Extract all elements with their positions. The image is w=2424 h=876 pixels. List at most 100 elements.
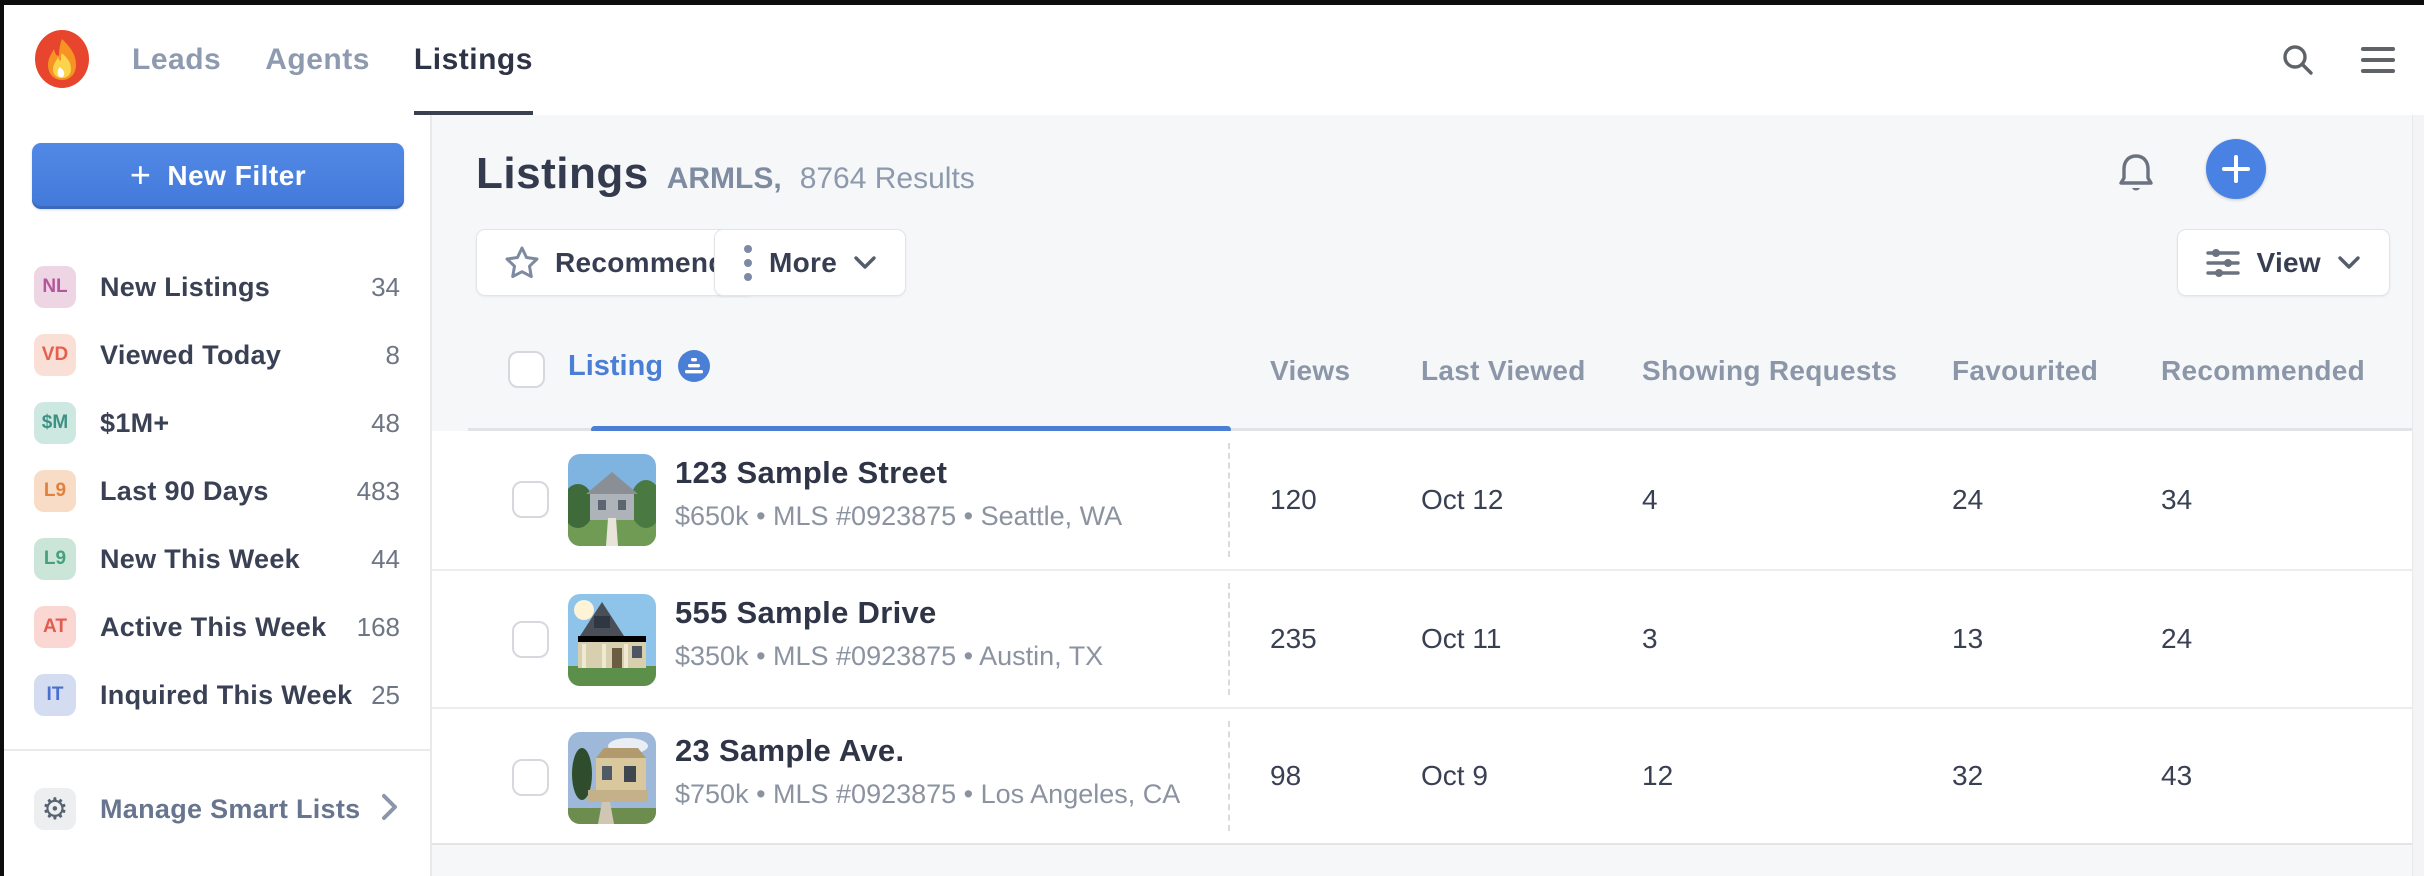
list-badge: L9: [34, 470, 76, 512]
list-label: Viewed Today: [100, 339, 282, 370]
table-row[interactable]: 555 Sample Drive $350k • MLS #0923875 • …: [432, 569, 2424, 707]
plus-icon: [2222, 155, 2250, 183]
scrollbar[interactable]: [2412, 115, 2424, 876]
active-column-underline: [591, 426, 1231, 433]
last-viewed-value: Oct 9: [1421, 760, 1488, 791]
sidebar-item-viewed-today[interactable]: VD Viewed Today 8: [4, 321, 430, 389]
top-nav: Leads Agents Listings: [4, 5, 2424, 115]
listing-subtitle: $650k • MLS #0923875 • Seattle, WA: [675, 501, 1123, 531]
bell-icon[interactable]: [2106, 143, 2166, 203]
select-all-checkbox[interactable]: [508, 351, 545, 388]
table-row[interactable]: 123 Sample Street $650k • MLS #0923875 •…: [432, 431, 2424, 569]
column-favourited[interactable]: Favourited: [1952, 355, 2099, 386]
listing-column-label: Listing: [568, 349, 664, 382]
list-count: 8: [385, 339, 400, 370]
tab-agents[interactable]: Agents: [265, 43, 370, 76]
listing-subtitle: $750k • MLS #0923875 • Los Angeles, CA: [675, 779, 1181, 809]
views-value: 98: [1270, 760, 1302, 791]
last-viewed-value: Oct 12: [1421, 484, 1504, 515]
toolbar: Recommend More: [432, 229, 2424, 299]
recommended-value: 43: [2161, 760, 2193, 791]
add-listing-button[interactable]: [2206, 139, 2266, 199]
tab-listings[interactable]: Listings: [413, 5, 533, 115]
last-viewed-value: Oct 11: [1421, 623, 1502, 654]
list-badge: NL: [34, 266, 76, 308]
views-value: 120: [1270, 484, 1317, 515]
sidebar-item-inquired-this-week[interactable]: IT Inquired This Week 25: [4, 661, 430, 729]
views-value: 235: [1270, 623, 1317, 654]
new-filter-label: New Filter: [167, 160, 307, 191]
sidebar-item-1m-plus[interactable]: $M $1M+ 48: [4, 389, 430, 457]
plus-icon: +: [129, 153, 152, 195]
tab-leads[interactable]: Leads: [132, 43, 222, 76]
column-separator: [1228, 583, 1230, 695]
view-label: View: [2256, 246, 2321, 278]
list-count: 44: [371, 543, 400, 574]
list-label: Active This Week: [100, 611, 327, 642]
results-count: 8764 Results: [799, 162, 975, 195]
listings-table: 123 Sample Street $650k • MLS #0923875 •…: [432, 431, 2424, 845]
recommended-value: 24: [2161, 623, 2193, 654]
sidebar-item-new-this-week[interactable]: L9 New This Week 44: [4, 525, 430, 593]
list-badge: IT: [34, 674, 76, 716]
column-showing-requests[interactable]: Showing Requests: [1642, 355, 1898, 386]
smart-lists: NL New Listings 34 VD Viewed Today 8 $M …: [4, 253, 430, 729]
favourited-value: 24: [1952, 484, 1984, 515]
column-recommended[interactable]: Recommended: [2161, 355, 2366, 386]
gear-icon: ⚙: [34, 788, 76, 830]
row-checkbox[interactable]: [512, 481, 549, 518]
sidebar-item-active-this-week[interactable]: AT Active This Week 168: [4, 593, 430, 661]
sort-icon: [678, 350, 711, 382]
list-label: Last 90 Days: [100, 475, 269, 506]
listing-photo[interactable]: [568, 732, 656, 824]
list-count: 34: [371, 271, 400, 302]
chevron-down-icon: [2338, 255, 2360, 269]
list-label: $1M+: [100, 407, 170, 438]
list-count: 25: [371, 679, 400, 710]
listing-title[interactable]: 23 Sample Ave.: [675, 733, 905, 768]
list-badge: L9: [34, 538, 76, 580]
favourited-value: 32: [1952, 760, 1984, 791]
sidebar: + New Filter NL New Listings 34 VD Viewe…: [4, 115, 432, 876]
manage-smart-lists-button[interactable]: ⚙ Manage Smart Lists: [4, 775, 430, 843]
search-icon[interactable]: [2280, 42, 2316, 78]
flame-logo-icon[interactable]: [34, 29, 90, 89]
mls-label: ARMLS,: [666, 162, 782, 195]
column-listing[interactable]: Listing: [568, 349, 711, 383]
page-title: Listings: [476, 149, 649, 198]
table-row[interactable]: 23 Sample Ave. $750k • MLS #0923875 • Lo…: [432, 707, 2424, 845]
column-last-viewed[interactable]: Last Viewed: [1421, 355, 1586, 386]
recommended-value: 34: [2161, 484, 2193, 515]
recommend-button[interactable]: Recommend: [476, 229, 755, 296]
favourited-value: 13: [1952, 623, 1984, 654]
view-button[interactable]: View: [2177, 229, 2390, 296]
listing-subtitle: $350k • MLS #0923875 • Austin, TX: [675, 641, 1104, 671]
chevron-down-icon: [854, 255, 876, 269]
sidebar-item-last-90-days[interactable]: L9 Last 90 Days 483: [4, 457, 430, 525]
list-badge: VD: [34, 334, 76, 376]
list-count: 48: [371, 407, 400, 438]
main-content: Listings ARMLS, 8764 Results: [432, 115, 2424, 876]
list-label: New This Week: [100, 543, 300, 574]
column-views[interactable]: Views: [1270, 355, 1351, 386]
nav-tabs: Leads Agents Listings: [132, 5, 533, 115]
list-badge: $M: [34, 402, 76, 444]
more-button[interactable]: More: [714, 229, 907, 296]
listing-photo[interactable]: [568, 594, 656, 686]
page-header: Listings ARMLS, 8764 Results: [432, 115, 2424, 215]
listing-title[interactable]: 123 Sample Street: [675, 455, 948, 490]
row-checkbox[interactable]: [512, 759, 549, 796]
menu-icon[interactable]: [2360, 45, 2396, 75]
listing-photo[interactable]: [568, 454, 656, 546]
row-checkbox[interactable]: [512, 621, 549, 658]
column-separator: [1228, 443, 1230, 557]
sidebar-item-new-listings[interactable]: NL New Listings 34: [4, 253, 430, 321]
list-badge: AT: [34, 606, 76, 648]
table-header: Listing Views Last Viewed Showing Reques…: [432, 327, 2424, 433]
kebab-icon: [744, 244, 752, 281]
list-label: New Listings: [100, 271, 271, 302]
new-filter-button[interactable]: + New Filter: [32, 143, 404, 209]
showing-requests-value: 4: [1642, 484, 1658, 515]
listing-title[interactable]: 555 Sample Drive: [675, 595, 937, 630]
